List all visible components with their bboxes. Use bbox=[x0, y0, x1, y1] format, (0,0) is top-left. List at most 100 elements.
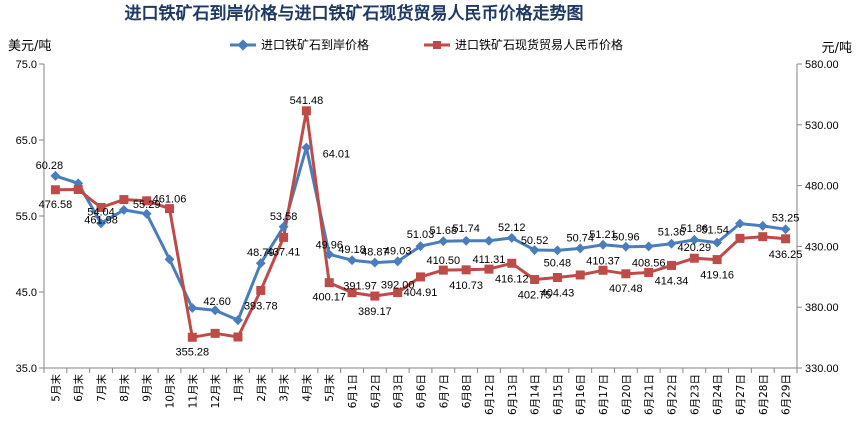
data-point-rmb bbox=[461, 265, 471, 275]
data-point-rmb bbox=[96, 203, 106, 213]
data-label-rmb: 437.41 bbox=[267, 246, 301, 258]
category-label: 6月16日 bbox=[575, 374, 587, 415]
category-label: 6月13日 bbox=[507, 374, 519, 415]
data-point-cif bbox=[278, 221, 289, 232]
category-label: 2月末 bbox=[255, 374, 268, 402]
data-point-cif bbox=[712, 237, 723, 248]
category-label: 6月7日 bbox=[438, 374, 450, 408]
data-label-rmb: 404.91 bbox=[404, 287, 438, 299]
data-label-rmb: 402.75 bbox=[518, 290, 552, 302]
data-label-rmb: 410.37 bbox=[586, 255, 620, 267]
data-label-cif: 60.28 bbox=[36, 160, 64, 172]
category-label: 6月28日 bbox=[758, 374, 770, 415]
data-point-rmb bbox=[758, 232, 768, 242]
data-label-cif: 51.54 bbox=[701, 225, 729, 237]
data-label-rmb: 436.25 bbox=[769, 249, 803, 261]
data-label-cif: 42.60 bbox=[203, 296, 231, 308]
data-point-cif bbox=[666, 238, 677, 249]
data-label-rmb: 461.98 bbox=[84, 215, 118, 227]
category-label: 8月末 bbox=[118, 374, 131, 402]
data-label-cif: 49.03 bbox=[384, 245, 412, 257]
data-point-rmb bbox=[142, 196, 152, 206]
category-label: 9月末 bbox=[141, 374, 154, 402]
category-label: 6月17日 bbox=[598, 374, 610, 415]
data-label-rmb: 391.97 bbox=[343, 281, 377, 293]
data-point-cif bbox=[96, 218, 106, 229]
chart-title: 进口铁矿石到岸价格与进口铁矿石现货贸易人民币价格走势图 bbox=[125, 3, 584, 24]
legend-marker-rmb bbox=[433, 41, 441, 49]
data-point-cif bbox=[255, 258, 266, 269]
data-label-cif: 51.21 bbox=[589, 229, 617, 241]
data-label-rmb: 420.29 bbox=[677, 242, 711, 254]
category-label: 1月末 bbox=[232, 374, 245, 402]
category-label: 6月20日 bbox=[621, 374, 633, 415]
data-point-rmb bbox=[210, 328, 220, 338]
data-label-cif: 53.25 bbox=[772, 212, 800, 224]
category-label: 5月末 bbox=[323, 374, 336, 402]
data-point-cif bbox=[689, 234, 700, 245]
data-point-cif bbox=[392, 256, 403, 267]
left-tick-label: 35.0 bbox=[16, 363, 37, 375]
right-tick-label: 380.00 bbox=[805, 302, 839, 314]
data-label-cif: 52.12 bbox=[498, 222, 526, 234]
data-point-cif bbox=[210, 305, 221, 316]
data-point-cif bbox=[369, 257, 380, 268]
category-label: 6月12日 bbox=[484, 374, 496, 415]
data-point-rmb bbox=[598, 265, 608, 275]
category-label: 4月末 bbox=[300, 374, 313, 402]
data-point-cif bbox=[347, 255, 357, 266]
category-label: 10月末 bbox=[164, 374, 177, 409]
data-point-cif bbox=[598, 239, 608, 250]
data-label-cif: 64.01 bbox=[323, 149, 351, 161]
data-label-cif: 50.52 bbox=[521, 235, 549, 247]
data-label-rmb: 400.17 bbox=[312, 292, 346, 304]
data-point-cif bbox=[529, 245, 540, 255]
legend-marker-cif bbox=[237, 39, 249, 51]
data-point-rmb bbox=[187, 332, 197, 342]
left-axis-unit: 美元/吨 bbox=[8, 39, 51, 54]
category-label: 6月22日 bbox=[667, 374, 679, 415]
category-label: 7月末 bbox=[95, 374, 108, 402]
category-label: 6月8日 bbox=[461, 374, 473, 408]
data-label-cif: 50.74 bbox=[566, 232, 594, 244]
data-point-cif bbox=[187, 303, 198, 313]
category-label: 6月27日 bbox=[735, 374, 747, 415]
data-point-cif bbox=[735, 218, 745, 229]
data-label-rmb: 389.17 bbox=[358, 306, 392, 318]
data-point-rmb bbox=[301, 106, 311, 116]
data-point-rmb bbox=[165, 204, 174, 214]
data-label-rmb: 461.06 bbox=[153, 194, 187, 206]
data-point-cif bbox=[141, 208, 152, 219]
category-label: 6月6日 bbox=[416, 374, 428, 408]
data-label-cif: 51.68 bbox=[430, 225, 458, 237]
data-point-rmb bbox=[393, 288, 403, 298]
category-label: 6月21日 bbox=[644, 374, 656, 415]
data-point-rmb bbox=[347, 288, 357, 298]
data-point-cif bbox=[757, 220, 768, 231]
data-point-rmb bbox=[530, 275, 540, 285]
data-point-rmb bbox=[256, 285, 266, 295]
data-label-rmb: 476.58 bbox=[39, 199, 73, 211]
data-label-cif: 51.36 bbox=[658, 227, 686, 239]
left-tick-label: 75.0 bbox=[16, 59, 37, 71]
left-axis-ticks: 35.0 45.0 55.0 65.0 75.0 bbox=[16, 59, 44, 375]
data-point-rmb bbox=[712, 255, 722, 265]
data-point-cif bbox=[233, 315, 243, 326]
data-point-rmb bbox=[233, 332, 243, 342]
data-label-cif: 50.48 bbox=[544, 257, 572, 269]
right-tick-label: 480.00 bbox=[805, 181, 839, 193]
data-point-rmb bbox=[370, 291, 380, 301]
data-point-cif bbox=[324, 249, 335, 260]
data-point-rmb bbox=[484, 264, 494, 274]
data-point-rmb bbox=[279, 232, 289, 242]
series-markers bbox=[50, 106, 791, 342]
data-label-rmb: 410.50 bbox=[426, 255, 460, 267]
data-label-cif: 48.87 bbox=[361, 247, 389, 259]
data-point-cif bbox=[118, 204, 129, 215]
data-point-cif bbox=[301, 142, 312, 153]
data-point-cif bbox=[552, 245, 563, 256]
data-label-rmb: 392.00 bbox=[381, 280, 415, 292]
data-label-cif: 51.86 bbox=[681, 223, 709, 235]
data-label-cif: 51.74 bbox=[452, 223, 480, 235]
legend: 进口铁矿石到岸价格 进口铁矿石现货贸易人民币价格 bbox=[230, 37, 623, 52]
